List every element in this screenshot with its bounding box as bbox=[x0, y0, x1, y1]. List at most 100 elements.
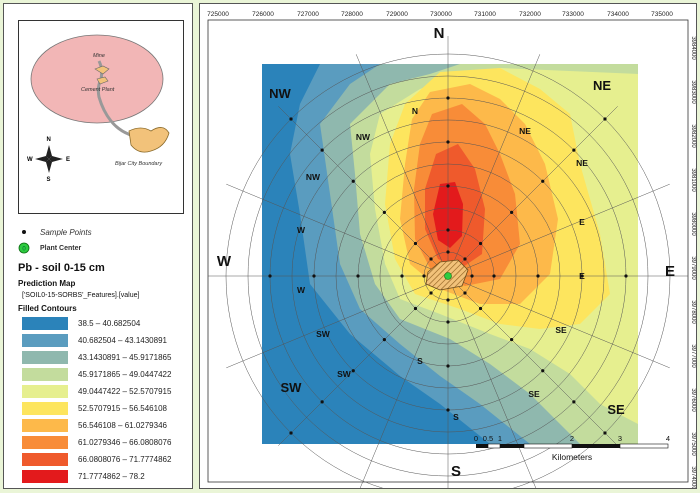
sample-point-icon bbox=[22, 230, 26, 234]
legend-class-row: 38.5 – 40.682504 bbox=[22, 317, 140, 330]
sample-point[interactable] bbox=[320, 148, 324, 152]
sampling-radials bbox=[208, 36, 688, 493]
inset-svg: Mine Cement Plant Bijar City Boundary N … bbox=[27, 34, 170, 183]
sample-point[interactable] bbox=[541, 179, 545, 183]
sample-point[interactable] bbox=[536, 274, 540, 278]
sample-point[interactable] bbox=[446, 408, 450, 412]
sample-point[interactable] bbox=[603, 117, 607, 121]
sample-point[interactable] bbox=[356, 274, 360, 278]
scale-seg bbox=[500, 444, 524, 448]
sample-point[interactable] bbox=[312, 274, 316, 278]
sampling-radial bbox=[278, 275, 449, 446]
sample-point[interactable] bbox=[478, 306, 483, 311]
scale-tick: 2 bbox=[570, 434, 574, 443]
legend-class-label: 56.546108 – 61.0279346 bbox=[78, 421, 167, 430]
legend-class-row: 49.0447422 – 52.5707915 bbox=[22, 385, 171, 398]
sampling-radial bbox=[447, 54, 541, 277]
sample-point[interactable] bbox=[463, 257, 467, 261]
sample-point[interactable] bbox=[580, 274, 584, 278]
legend-class-row: 66.0808076 – 71.7774862 bbox=[22, 453, 171, 466]
legend-class-row: 61.0279346 – 66.0808076 bbox=[22, 436, 171, 449]
sample-point[interactable] bbox=[400, 274, 404, 278]
legend-sample-points: Sample Points bbox=[16, 227, 92, 237]
label-e-big: E bbox=[665, 263, 675, 280]
legend-sample-points-label: Sample Points bbox=[40, 227, 92, 237]
sample-point[interactable] bbox=[446, 96, 450, 100]
sampling-radial bbox=[357, 275, 449, 493]
tick-right: 3975000 bbox=[690, 432, 696, 456]
sample-point[interactable] bbox=[446, 184, 450, 188]
sector-label: NW bbox=[306, 172, 321, 182]
prediction-map[interactable]: 725000 726000 727000 728000 729000 73000… bbox=[200, 4, 696, 493]
legend-class-row: 43.1430891 – 45.9171865 bbox=[22, 351, 171, 364]
sample-point[interactable] bbox=[351, 369, 355, 373]
sample-points bbox=[268, 96, 628, 435]
sample-point[interactable] bbox=[413, 241, 418, 246]
tick-top: 726000 bbox=[252, 11, 274, 18]
tick-right: 3977000 bbox=[690, 344, 696, 368]
sector-labels: N NW NW W W NE NE E E SW SW S S SE SE bbox=[297, 106, 588, 422]
sample-point[interactable] bbox=[572, 400, 576, 404]
inset-compass-n: N bbox=[47, 137, 51, 143]
sampling-radial bbox=[447, 183, 670, 277]
sample-point[interactable] bbox=[320, 400, 324, 404]
sample-point[interactable] bbox=[446, 298, 450, 302]
tick-top: 734000 bbox=[607, 11, 629, 18]
plant-center-marker[interactable] bbox=[444, 272, 452, 280]
sample-point[interactable] bbox=[446, 320, 450, 324]
sampling-radial bbox=[447, 275, 539, 493]
sample-point[interactable] bbox=[382, 338, 386, 342]
sample-point[interactable] bbox=[510, 210, 514, 214]
inset-label-city: Bijar City Boundary bbox=[115, 161, 163, 167]
contour-surface bbox=[262, 64, 638, 444]
legend-class-label: 71.7774862 – 78.2 bbox=[78, 472, 145, 481]
location-inset-map: Mine Cement Plant Bijar City Boundary N … bbox=[18, 20, 184, 214]
legend-class-row: 52.5707915 – 56.546108 bbox=[22, 402, 167, 415]
sample-point[interactable] bbox=[463, 291, 467, 295]
tick-top: 728000 bbox=[341, 11, 363, 18]
legend-title: Pb - soil 0-15 cm bbox=[18, 262, 105, 274]
sample-point[interactable] bbox=[510, 338, 514, 342]
sector-label: W bbox=[297, 225, 306, 235]
sample-point[interactable] bbox=[446, 140, 450, 144]
sample-point[interactable] bbox=[422, 274, 426, 278]
sample-point[interactable] bbox=[470, 274, 474, 278]
legend-swatch bbox=[22, 402, 68, 415]
inset-compass-s: S bbox=[47, 177, 51, 183]
sample-point[interactable] bbox=[382, 210, 386, 214]
tick-top: 729000 bbox=[386, 11, 408, 18]
sample-point[interactable] bbox=[429, 291, 433, 295]
sector-label: NE bbox=[576, 158, 588, 168]
label-s-big: S bbox=[451, 463, 461, 480]
legend-plant-center-label: Plant Center bbox=[40, 244, 82, 252]
sample-point[interactable] bbox=[289, 117, 293, 121]
label-sw-big: SW bbox=[281, 380, 303, 395]
scale-tick: 0 bbox=[474, 434, 478, 443]
sector-label: E bbox=[579, 271, 585, 281]
sample-point[interactable] bbox=[446, 250, 450, 254]
sample-point[interactable] bbox=[429, 257, 433, 261]
sample-point[interactable] bbox=[624, 274, 628, 278]
sample-point[interactable] bbox=[492, 274, 496, 278]
sector-label: S bbox=[417, 356, 423, 366]
sample-point[interactable] bbox=[351, 179, 355, 183]
scale-seg bbox=[487, 443, 501, 449]
sample-point[interactable] bbox=[603, 431, 607, 435]
legend-swatch bbox=[22, 470, 68, 483]
tick-top: 727000 bbox=[297, 11, 319, 18]
scale-seg bbox=[523, 443, 573, 449]
sample-point[interactable] bbox=[541, 369, 545, 373]
scale-seg bbox=[619, 443, 669, 449]
legend-swatch bbox=[22, 419, 68, 432]
sample-point[interactable] bbox=[446, 364, 450, 368]
sample-point[interactable] bbox=[478, 241, 483, 246]
sample-point[interactable] bbox=[446, 228, 450, 232]
sample-point[interactable] bbox=[268, 274, 272, 278]
label-nw-big: NW bbox=[269, 86, 291, 101]
sector-label: E bbox=[579, 217, 585, 227]
sample-point[interactable] bbox=[289, 431, 293, 435]
scale-tick: 1 bbox=[498, 434, 502, 443]
sample-point[interactable] bbox=[572, 148, 576, 152]
sample-point[interactable] bbox=[413, 306, 418, 311]
legend-class-label: 38.5 – 40.682504 bbox=[78, 319, 141, 328]
